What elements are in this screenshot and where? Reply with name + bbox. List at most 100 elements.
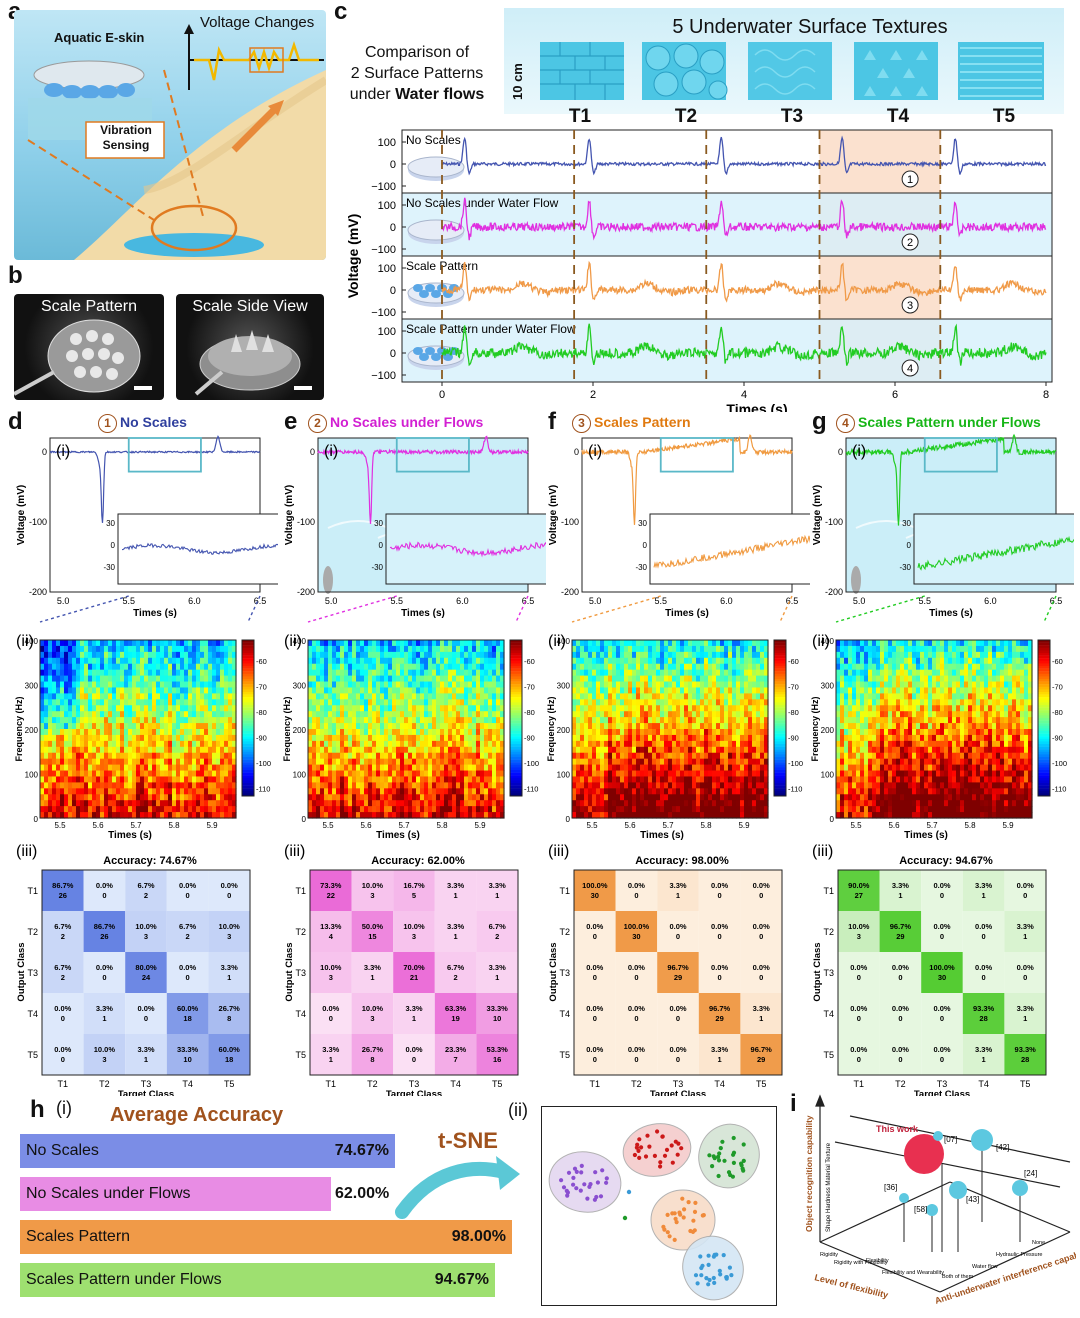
inset-tick: -30 [899, 563, 911, 572]
spectrogram-cells [308, 640, 505, 819]
cell-percent: 10.0% [219, 922, 241, 931]
spec-xlabel: Times (s) [904, 830, 948, 841]
panel-i-zlabel: Object recognition capability [804, 1115, 814, 1232]
cell-percent: 0.0% [711, 922, 728, 931]
freq-tick: 200 [25, 726, 39, 735]
confusion-cell: 6.7%2 [125, 870, 167, 911]
zoom-box [395, 437, 470, 473]
spec-xlabel: Times (s) [376, 830, 420, 841]
confusion-cell: 93.3%28 [962, 993, 1005, 1034]
spec-x-tick: 5.7 [398, 821, 410, 830]
voltage-signal-icon [194, 41, 319, 81]
output-class-tick: T2 [295, 927, 306, 937]
cell-percent: 10.0% [362, 1004, 384, 1013]
scale-pattern-title: Scale Pattern [40, 298, 138, 315]
subpanel-title: 1 No Scales [98, 414, 187, 433]
cell-count: 0 [940, 891, 944, 900]
tsne-point [690, 1229, 696, 1234]
cell-percent: 3.3% [447, 922, 464, 931]
anti-tick-1: Water flow [972, 1264, 998, 1270]
confusion-cell: 90.0%27 [838, 870, 880, 911]
confusion-cell: 6.7%2 [476, 911, 518, 952]
zoom-inset [649, 513, 810, 585]
volt-y-tick: -200 [297, 587, 315, 597]
confusion-cell: 0.0%0 [615, 993, 658, 1034]
waveform-trace-2 [441, 197, 1047, 241]
volt-x-tick: 6.0 [984, 596, 997, 606]
target-class-tick: T4 [450, 1079, 461, 1089]
cell-percent: 50.0% [362, 922, 384, 931]
confusion-cell: 13.3%4 [310, 911, 352, 952]
this-work-label: This work [876, 1124, 919, 1134]
comparison-line-2: 2 Surface Patterns [350, 65, 484, 82]
anti-tick-3: None [1032, 1240, 1045, 1246]
colorbar-tick: -110 [524, 785, 538, 794]
tsne-label: t-SNE [438, 1128, 498, 1153]
tsne-point [674, 1220, 679, 1225]
output-class-tick: T2 [27, 927, 38, 937]
cell-percent: 0.0% [850, 963, 867, 972]
cell-percent: 0.0% [933, 881, 950, 890]
confusion-cell: 3.3%1 [125, 1034, 167, 1075]
confusion-cell: 3.3%1 [657, 870, 699, 911]
tsne-point [711, 1154, 716, 1159]
tsne-cluster-3 [698, 1123, 760, 1189]
cell-percent: 100.0% [929, 963, 955, 972]
label-iii: (iii) [284, 843, 305, 860]
confusion-cell: 6.7%2 [434, 952, 477, 993]
output-class-tick: T4 [27, 1009, 38, 1019]
volt-y-tick: -200 [29, 587, 47, 597]
confusion-cell: 0.0%0 [657, 1034, 699, 1075]
spec-x-tick: 5.9 [206, 821, 218, 830]
confusion-cell: 6.7%2 [42, 952, 84, 993]
colorbar-tick: -110 [256, 785, 270, 794]
tsne-point [658, 1164, 663, 1169]
tsne-point [604, 1180, 609, 1185]
output-class-tick: T3 [295, 968, 306, 978]
cell-count: 1 [370, 973, 374, 982]
volt-x-tick: 6.0 [720, 596, 733, 606]
spec-x-tick: 5.9 [1002, 821, 1014, 830]
confusion-cell: 0.0%0 [698, 952, 741, 993]
confusion-cell: 0.0%0 [838, 1034, 880, 1075]
target-class-tick: T2 [367, 1079, 378, 1089]
this-work-bubble [904, 1134, 944, 1174]
target-class-tick: T2 [895, 1079, 906, 1089]
cell-count: 10 [183, 1055, 191, 1064]
zoom-box [659, 437, 734, 473]
tsne-point [626, 1189, 632, 1195]
cell-percent: 63.3% [445, 1004, 467, 1013]
target-class-label: Target Class [118, 1089, 174, 1096]
confusion-cell: 0.0%0 [921, 993, 963, 1034]
tsne-scatter-plot [541, 1106, 777, 1306]
cell-count: 0 [898, 1014, 902, 1023]
cell-percent: 0.0% [221, 881, 238, 890]
target-class-tick: T1 [854, 1079, 865, 1089]
target-class-tick: T3 [673, 1079, 684, 1089]
cell-percent: 3.3% [489, 963, 506, 972]
confusion-cell: 6.7%2 [42, 911, 84, 952]
tsne-point [711, 1254, 716, 1259]
cell-count: 1 [102, 1014, 106, 1023]
texture-label-t5: T5 [992, 106, 1016, 127]
cell-percent: 13.3% [320, 922, 342, 931]
cell-count: 1 [759, 1014, 763, 1023]
target-class-label: Target Class [386, 1089, 442, 1096]
cell-count: 3 [370, 891, 374, 900]
zoom-box [127, 437, 202, 473]
cell-count: 0 [144, 1014, 148, 1023]
tsne-point [604, 1176, 609, 1181]
output-class-tick: T5 [295, 1050, 306, 1060]
tsne-point [679, 1146, 684, 1151]
cell-percent: 0.0% [933, 1004, 950, 1013]
tsne-point [574, 1169, 579, 1174]
tsne-point [571, 1175, 576, 1180]
confusion-cell: 0.0%0 [574, 911, 616, 952]
output-class-tick: T4 [823, 1009, 834, 1019]
confusion-cell: 93.3%28 [1004, 1034, 1046, 1075]
spec-x-tick: 5.5 [54, 821, 66, 830]
tsne-point [721, 1253, 726, 1258]
volt-x-tick: 5.5 [654, 596, 667, 606]
cell-count: 0 [634, 1014, 638, 1023]
cell-percent: 3.3% [975, 1045, 992, 1054]
